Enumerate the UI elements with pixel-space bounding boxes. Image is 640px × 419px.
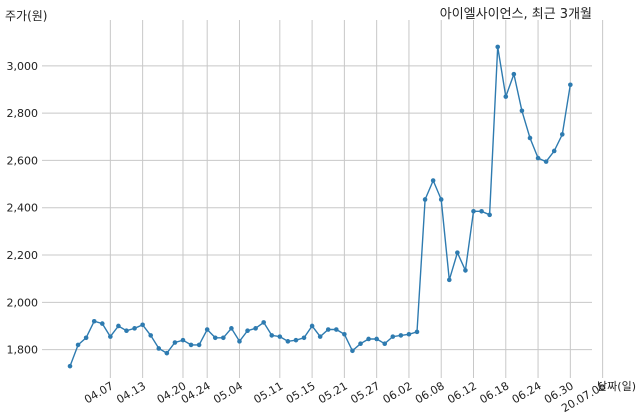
- data-point: [132, 326, 137, 331]
- x-tick-label: 05.04: [211, 379, 245, 406]
- data-point: [543, 159, 549, 164]
- data-point: [503, 94, 509, 99]
- y-tick-label: 3,000: [7, 60, 39, 73]
- data-point: [83, 335, 89, 341]
- y-tick-label: 2,200: [7, 249, 39, 262]
- series-layer: [67, 44, 573, 369]
- x-tick-label: 06.08: [413, 379, 447, 406]
- x-tick-label: 05.27: [348, 379, 382, 406]
- data-point: [358, 341, 363, 347]
- data-point: [140, 322, 145, 328]
- grid-lines: [42, 20, 604, 378]
- chart-title: 아이엘사이언스, 최근 3개월: [440, 7, 592, 22]
- x-tick-label: 05.15: [284, 379, 318, 406]
- x-axis-label: 날짜(일): [597, 379, 636, 393]
- data-point: [196, 342, 202, 348]
- data-point: [164, 350, 170, 356]
- data-point: [527, 135, 533, 141]
- data-point: [438, 197, 444, 202]
- data-point: [237, 339, 242, 344]
- data-point: [67, 363, 73, 369]
- data-point: [406, 331, 412, 337]
- data-point: [398, 333, 404, 338]
- data-point: [221, 335, 226, 341]
- data-point: [245, 328, 250, 334]
- data-point: [535, 155, 541, 161]
- data-point: [285, 339, 291, 344]
- x-tick-label: 06.24: [510, 379, 544, 406]
- data-point: [148, 333, 153, 338]
- data-point: [334, 327, 339, 332]
- data-point: [156, 346, 162, 351]
- y-tick-label: 1,800: [7, 344, 39, 357]
- data-point: [124, 328, 129, 334]
- y-axis-label: 주가(원): [5, 9, 47, 23]
- x-tick-label: 06.02: [381, 379, 415, 406]
- y-tick-label: 2,400: [7, 202, 39, 215]
- data-point: [463, 268, 468, 273]
- data-point: [229, 326, 234, 331]
- data-point: [455, 250, 460, 255]
- x-tick-label: 04.07: [82, 379, 116, 406]
- data-point: [479, 208, 484, 214]
- data-point: [414, 329, 420, 335]
- data-point: [422, 197, 428, 202]
- data-point: [471, 208, 476, 214]
- data-point: [116, 323, 121, 329]
- data-point: [301, 335, 307, 341]
- x-tick-label: 06.12: [445, 379, 479, 406]
- data-point: [172, 340, 178, 345]
- data-point: [382, 341, 388, 347]
- data-point: [309, 323, 315, 329]
- x-tick-label: 05.21: [316, 379, 350, 406]
- y-tick-label: 2,800: [7, 107, 39, 120]
- data-point: [511, 71, 517, 77]
- y-tick-label: 2,000: [7, 296, 39, 309]
- data-point: [108, 334, 113, 339]
- data-point: [495, 44, 501, 50]
- data-point: [277, 334, 283, 339]
- series-line: [69, 46, 571, 367]
- data-point: [568, 82, 573, 88]
- data-point: [559, 132, 565, 137]
- data-point: [99, 321, 105, 326]
- data-point: [91, 318, 97, 324]
- x-tick-label: 05.11: [252, 379, 286, 406]
- data-point: [430, 178, 436, 183]
- data-point: [446, 277, 452, 283]
- x-tick-label: 06.18: [478, 379, 512, 406]
- data-point: [212, 335, 218, 341]
- data-point: [350, 348, 355, 354]
- data-point: [342, 331, 347, 337]
- data-point: [188, 342, 194, 348]
- data-point: [487, 212, 492, 218]
- data-point: [519, 108, 525, 114]
- data-point: [75, 342, 81, 348]
- y-tick-label: 2,600: [7, 154, 39, 167]
- data-point: [317, 334, 323, 339]
- data-point: [366, 336, 371, 342]
- y-axis-ticks: 1,800 2,000 2,200 2,400 2,600 2,800 3,000: [7, 60, 39, 357]
- data-point: [180, 337, 186, 343]
- data-point: [390, 334, 396, 339]
- data-point: [253, 326, 258, 331]
- data-point: [261, 320, 266, 325]
- data-point: [269, 333, 275, 338]
- data-point: [293, 337, 299, 343]
- data-point: [204, 327, 210, 332]
- data-point: [374, 336, 379, 342]
- x-tick-label: 04.13: [114, 379, 148, 406]
- data-point: [325, 327, 331, 332]
- data-point: [551, 148, 557, 154]
